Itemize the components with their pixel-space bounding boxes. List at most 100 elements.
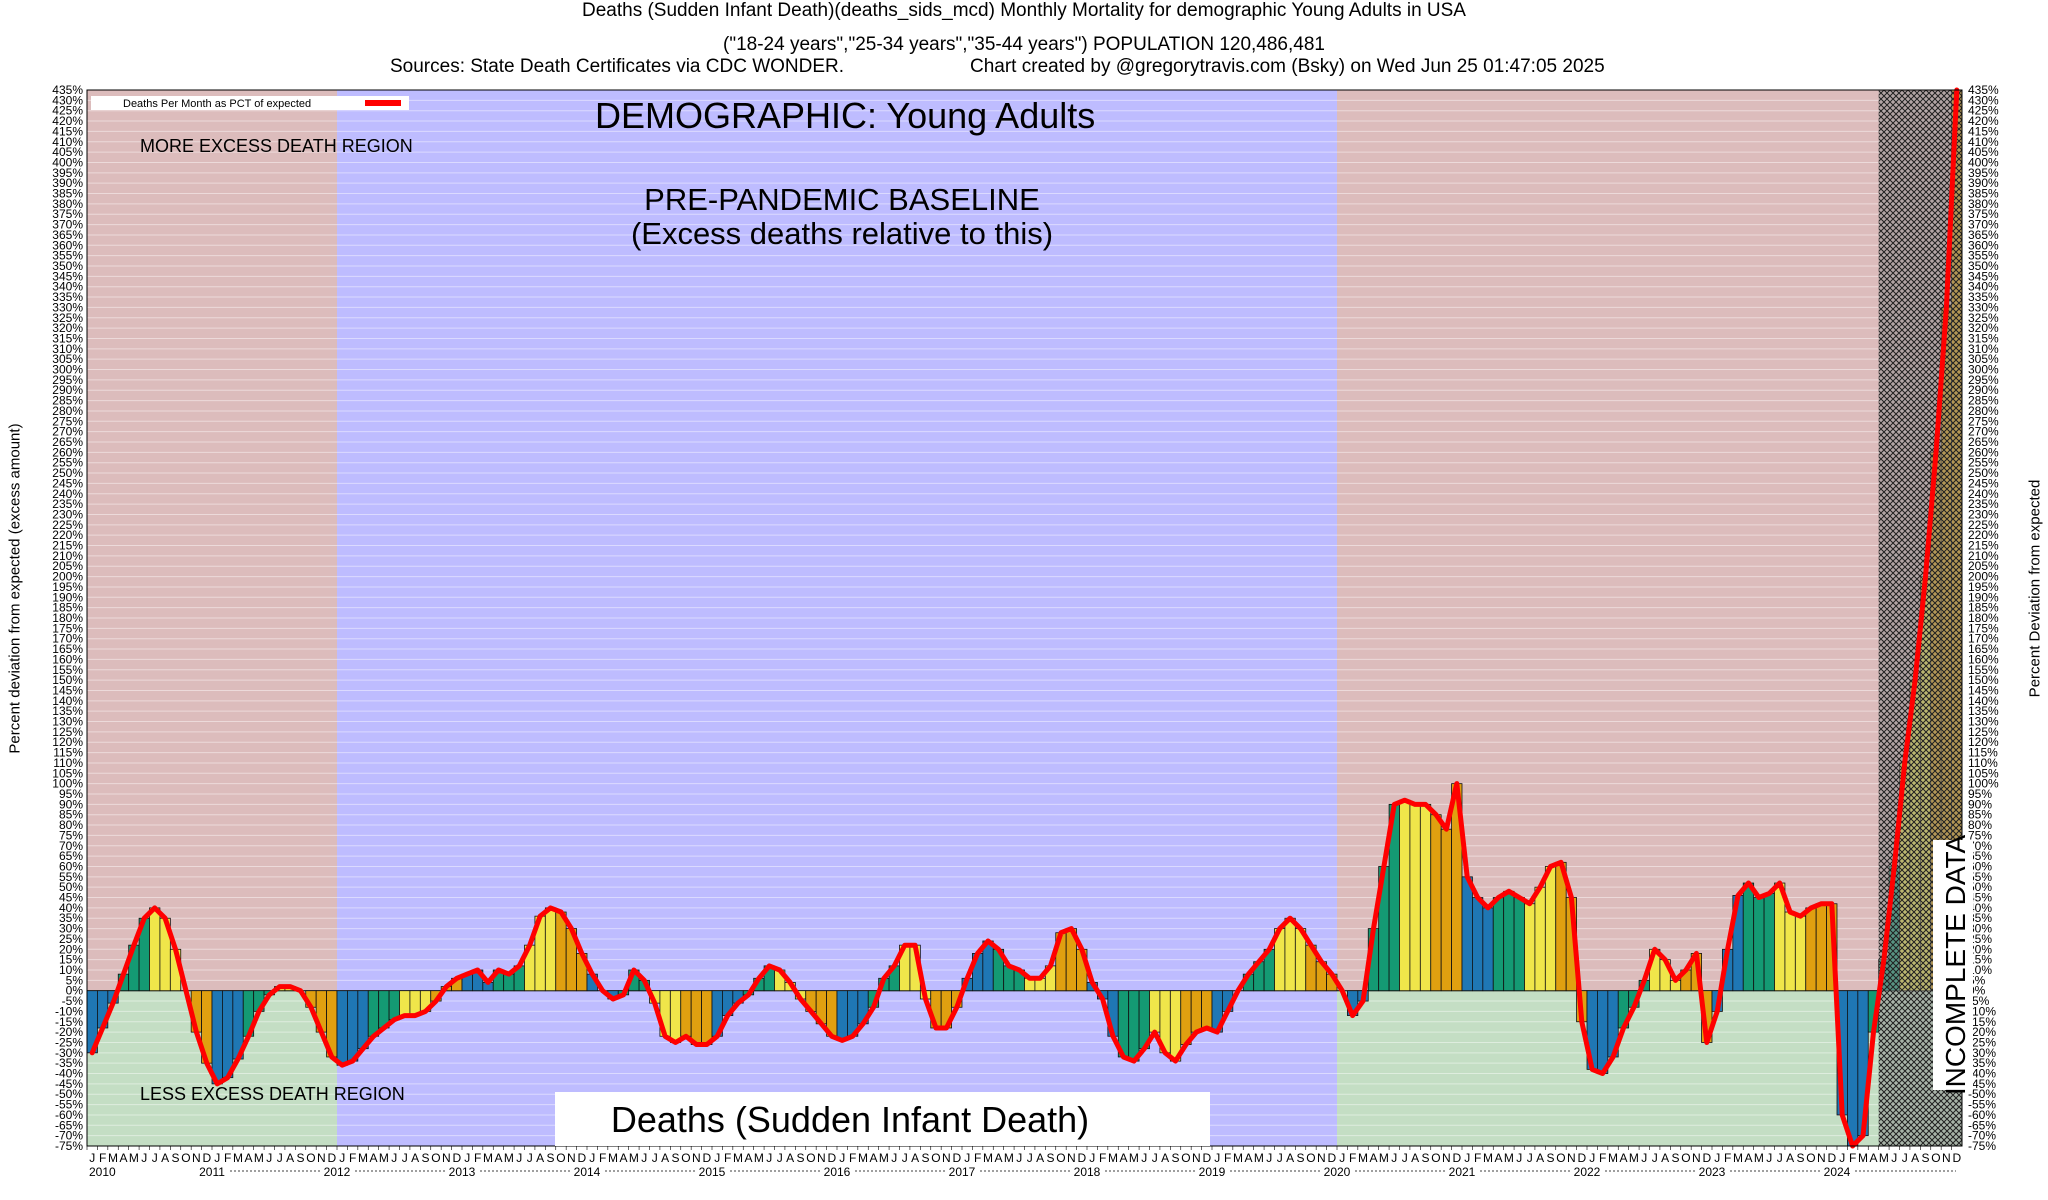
x-tick-label: S [1047, 1151, 1055, 1165]
y-tick-label-right: -60% [1968, 1108, 1996, 1122]
y-tick-label-right: 225% [1968, 518, 1999, 532]
x-tick-label: J [1641, 1151, 1647, 1165]
x-tick-label: N [1692, 1151, 1701, 1165]
x-tick-label: J [1089, 1151, 1095, 1165]
y-tick-label: -60% [55, 1108, 83, 1122]
y-tick-label: 285% [52, 394, 83, 408]
chart-credit: Chart created by @gregorytravis.com (Bsk… [970, 56, 1605, 77]
y-tick-label: 170% [52, 632, 83, 646]
y-tick-label-right: -15% [1968, 1015, 1996, 1029]
x-tick-label: D [1452, 1151, 1461, 1165]
x-tick-label: M [483, 1151, 493, 1165]
x-tick-label: O [1431, 1151, 1440, 1165]
x-tick-label: J [1016, 1151, 1022, 1165]
bar [1503, 890, 1515, 992]
y-tick-label: 190% [52, 590, 83, 604]
y-tick-label-right: 220% [1968, 528, 1999, 542]
x-tick-label: M [754, 1151, 764, 1165]
x-year-label: 2017 [949, 1165, 976, 1179]
y-tick-label-right: 400% [1968, 155, 1999, 169]
y-tick-label-right: 355% [1968, 249, 1999, 263]
y-tick-label: 420% [52, 114, 83, 128]
demographic-label: DEMOGRAPHIC: Young Adults [595, 95, 1095, 136]
x-year-label: 2018 [1074, 1165, 1101, 1179]
y-tick-label-right: 75% [1968, 828, 1992, 842]
bar [701, 990, 713, 1045]
y-tick-label: -10% [55, 1004, 83, 1018]
y-tick-label-right: -45% [1968, 1077, 1996, 1091]
y-tick-label: 155% [52, 663, 83, 677]
x-year-label: 2011 [199, 1165, 225, 1179]
bar [367, 990, 380, 1037]
x-tick-label: D [1202, 1151, 1211, 1165]
x-tick-label: N [1192, 1151, 1201, 1165]
y-tick-label: 150% [52, 673, 83, 687]
x-tick-label: D [577, 1151, 586, 1165]
year-label-bg [696, 1166, 728, 1178]
more-excess-region [87, 90, 337, 991]
y-tick-label-right: 435% [1968, 83, 1999, 97]
x-tick-label: M [254, 1151, 264, 1165]
x-tick-label: S [1922, 1151, 1930, 1165]
y-tick-label-right: 305% [1968, 352, 1999, 366]
y-tick-label-right: 330% [1968, 300, 1999, 314]
x-tick-label: J [152, 1151, 158, 1165]
y-tick-label-right: 110% [1968, 756, 1998, 770]
x-tick-label: J [1589, 1151, 1595, 1165]
y-tick-label: -20% [55, 1025, 83, 1039]
x-tick-label: J [891, 1151, 897, 1165]
x-tick-label: A [1869, 1151, 1877, 1165]
x-tick-label: A [1661, 1151, 1669, 1165]
x-tick-label: J [1214, 1151, 1220, 1165]
x-tick-label: A [1536, 1151, 1544, 1165]
x-tick-label: J [652, 1151, 658, 1165]
bar [388, 990, 400, 1021]
bar [1440, 828, 1452, 992]
y-tick-label: 15% [59, 953, 83, 967]
y-tick-label-right: 40% [1968, 901, 1992, 915]
y-tick-label-right: -10% [1968, 1004, 1996, 1018]
y-tick-label: 145% [52, 683, 83, 697]
y-tick-label: 55% [59, 870, 83, 884]
x-tick-label: M [1379, 1151, 1389, 1165]
y-tick-label: 75% [59, 828, 83, 842]
y-tick-label-right: 70% [1968, 839, 1992, 853]
x-tick-label: O [931, 1151, 940, 1165]
bar [347, 990, 359, 1062]
y-tick-label-right: 10% [1968, 963, 1992, 977]
bar [1399, 799, 1411, 992]
x-tick-label: J [141, 1151, 147, 1165]
x-tick-label: O [306, 1151, 315, 1165]
x-tick-label: J [1891, 1151, 1897, 1165]
y-tick-label: 235% [52, 497, 83, 511]
x-tick-label: F [1849, 1151, 1856, 1165]
y-tick-label: 430% [52, 93, 83, 107]
deviation-line [89, 87, 1960, 1149]
x-tick-label: N [317, 1151, 326, 1165]
x-tick-label: S [297, 1151, 305, 1165]
y-tick-label-right: 35% [1968, 911, 1992, 925]
y-tick-label: 405% [52, 145, 83, 159]
bar [357, 990, 369, 1050]
chart-title-line2: ("18-24 years","25-34 years","35-44 year… [723, 34, 1325, 55]
x-tick-label: A [1786, 1151, 1794, 1165]
x-tick-label: A [494, 1151, 502, 1165]
x-tick-label: F [349, 1151, 356, 1165]
y-tick-label-right: 50% [1968, 880, 1992, 894]
y-tick-label: 50% [59, 880, 83, 894]
year-label-bg [1571, 1166, 1603, 1178]
x-tick-label: J [402, 1151, 408, 1165]
x-tick-label: A [744, 1151, 752, 1165]
x-tick-label: M [129, 1151, 139, 1165]
bar [1169, 990, 1182, 1062]
bar [1482, 907, 1494, 992]
x-year-label: 2015 [699, 1165, 726, 1179]
x-tick-label: D [202, 1151, 211, 1165]
x-tick-label: J [516, 1151, 522, 1165]
x-tick-label: S [1797, 1151, 1805, 1165]
y-tick-label-right: 250% [1968, 466, 1999, 480]
y-tick-label-right: 215% [1968, 539, 1999, 553]
y-tick-label-right: 245% [1968, 476, 1999, 490]
bar [399, 990, 411, 1016]
bar [1419, 803, 1432, 992]
